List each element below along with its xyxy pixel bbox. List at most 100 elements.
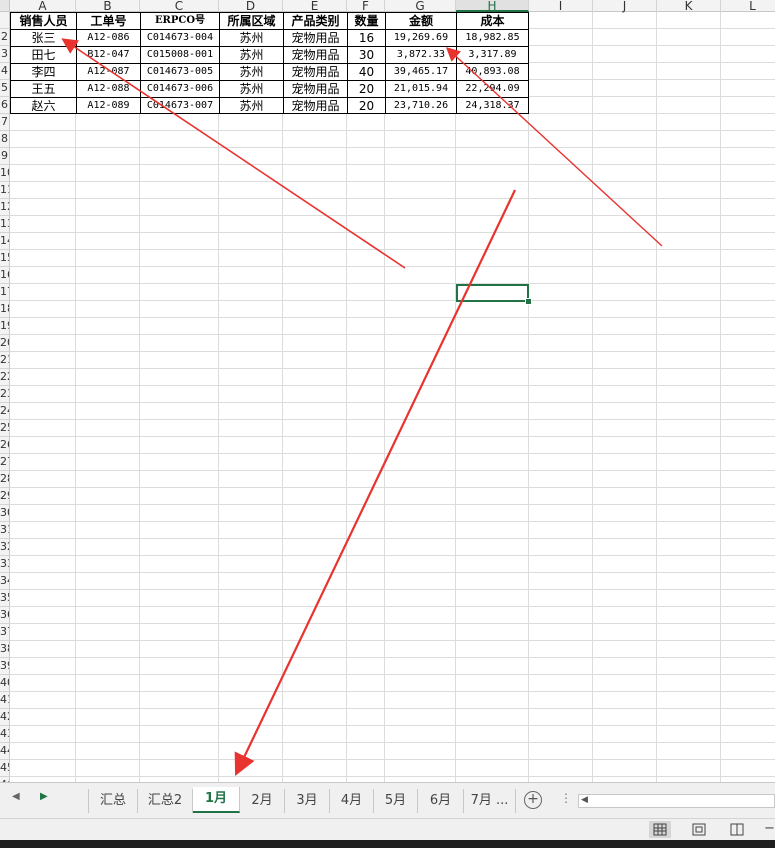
row-header[interactable]: 21: [0, 352, 10, 369]
table-cell[interactable]: 23,710.26: [385, 97, 456, 114]
select-all-corner[interactable]: [0, 0, 10, 12]
row-header[interactable]: 6: [0, 97, 10, 114]
column-header[interactable]: I: [529, 0, 593, 12]
row-header[interactable]: 27: [0, 454, 10, 471]
table-cell[interactable]: 张三: [10, 29, 76, 46]
table-header-cell[interactable]: 销售人员: [10, 12, 76, 29]
row-header[interactable]: 33: [0, 556, 10, 573]
row-header[interactable]: 14: [0, 233, 10, 250]
table-header-cell[interactable]: 所属区域: [219, 12, 283, 29]
table-cell[interactable]: B12-047: [76, 46, 140, 63]
table-header-cell[interactable]: ERPCO号: [140, 12, 219, 29]
sheet-tab[interactable]: 3月: [285, 789, 330, 813]
table-cell[interactable]: 20: [347, 80, 385, 97]
row-header[interactable]: 38: [0, 641, 10, 658]
table-cell[interactable]: 苏州: [219, 46, 283, 63]
table-cell[interactable]: C014673-007: [140, 97, 219, 114]
row-header[interactable]: 5: [0, 80, 10, 97]
row-header[interactable]: 10: [0, 165, 10, 182]
table-cell[interactable]: 苏州: [219, 63, 283, 80]
column-header[interactable]: F: [347, 0, 385, 12]
sheet-tab[interactable]: 6月: [418, 789, 464, 813]
table-cell[interactable]: 赵六: [10, 97, 76, 114]
column-header[interactable]: C: [140, 0, 219, 12]
row-header[interactable]: 34: [0, 573, 10, 590]
row-header[interactable]: 45: [0, 760, 10, 777]
table-cell[interactable]: 宠物用品: [283, 63, 347, 80]
row-header[interactable]: 28: [0, 471, 10, 488]
row-header[interactable]: 20: [0, 335, 10, 352]
table-header-cell[interactable]: 成本: [456, 12, 529, 29]
row-header[interactable]: 16: [0, 267, 10, 284]
table-cell[interactable]: C015008-001: [140, 46, 219, 63]
horizontal-scrollbar[interactable]: ◀: [578, 794, 775, 808]
table-header-cell[interactable]: 工单号: [76, 12, 140, 29]
table-cell[interactable]: 苏州: [219, 80, 283, 97]
page-layout-view-icon[interactable]: [688, 821, 710, 838]
fill-handle[interactable]: [525, 298, 532, 305]
row-header[interactable]: 12: [0, 199, 10, 216]
table-cell[interactable]: A12-088: [76, 80, 140, 97]
row-header[interactable]: 24: [0, 403, 10, 420]
column-header[interactable]: B: [76, 0, 140, 12]
table-cell[interactable]: C014673-006: [140, 80, 219, 97]
page-break-view-icon[interactable]: [726, 821, 748, 838]
row-header[interactable]: 11: [0, 182, 10, 199]
column-header[interactable]: J: [593, 0, 657, 12]
table-cell[interactable]: 苏州: [219, 97, 283, 114]
column-header[interactable]: H: [456, 0, 529, 12]
row-header[interactable]: 4: [0, 63, 10, 80]
selected-cell-h17[interactable]: [456, 284, 529, 302]
row-header[interactable]: 42: [0, 709, 10, 726]
table-cell[interactable]: 16: [347, 29, 385, 46]
row-header[interactable]: 30: [0, 505, 10, 522]
sheet-tab[interactable]: 汇总2: [138, 789, 193, 813]
table-cell[interactable]: 21,015.94: [385, 80, 456, 97]
zoom-out-icon[interactable]: −: [764, 821, 775, 836]
spreadsheet-grid[interactable]: ABCDEFGHIJKL2345678910111213141516171819…: [0, 0, 775, 782]
table-cell[interactable]: 3,872.33: [385, 46, 456, 63]
table-cell[interactable]: C014673-004: [140, 29, 219, 46]
row-header[interactable]: 39: [0, 658, 10, 675]
row-header[interactable]: 43: [0, 726, 10, 743]
column-header[interactable]: K: [657, 0, 721, 12]
table-header-cell[interactable]: 金额: [385, 12, 456, 29]
table-cell[interactable]: A12-089: [76, 97, 140, 114]
sheet-tab[interactable]: 汇总: [88, 789, 138, 813]
table-cell[interactable]: 李四: [10, 63, 76, 80]
row-header[interactable]: 15: [0, 250, 10, 267]
row-header[interactable]: 17: [0, 284, 10, 301]
column-header[interactable]: D: [219, 0, 283, 12]
table-cell[interactable]: 40,893.08: [456, 63, 529, 80]
row-header[interactable]: 22: [0, 369, 10, 386]
column-header[interactable]: E: [283, 0, 347, 12]
row-header[interactable]: 9: [0, 148, 10, 165]
column-header[interactable]: L: [721, 0, 775, 12]
normal-view-icon[interactable]: [649, 821, 671, 838]
row-header[interactable]: 3: [0, 46, 10, 63]
row-header[interactable]: 26: [0, 437, 10, 454]
table-cell[interactable]: 王五: [10, 80, 76, 97]
row-header[interactable]: 46: [0, 777, 10, 782]
row-header[interactable]: 36: [0, 607, 10, 624]
table-cell[interactable]: C014673-005: [140, 63, 219, 80]
row-header[interactable]: 7: [0, 114, 10, 131]
table-cell[interactable]: A12-087: [76, 63, 140, 80]
row-header[interactable]: 40: [0, 675, 10, 692]
sheet-tab[interactable]: 7月 ...: [464, 789, 516, 813]
scroll-tabs-left-icon[interactable]: ◀: [12, 791, 20, 802]
tab-splitter-icon[interactable]: ⋮: [560, 791, 572, 805]
sheet-tab[interactable]: 1月: [193, 787, 240, 813]
row-header[interactable]: 13: [0, 216, 10, 233]
table-cell[interactable]: 30: [347, 46, 385, 63]
row-header[interactable]: 44: [0, 743, 10, 760]
sheet-tab[interactable]: 2月: [240, 789, 285, 813]
table-cell[interactable]: A12-086: [76, 29, 140, 46]
column-header[interactable]: G: [385, 0, 456, 12]
table-cell[interactable]: 20: [347, 97, 385, 114]
table-cell[interactable]: 39,465.17: [385, 63, 456, 80]
scroll-tabs-right-icon[interactable]: ▶: [40, 791, 48, 802]
row-header[interactable]: 19: [0, 318, 10, 335]
row-header[interactable]: 32: [0, 539, 10, 556]
scroll-left-arrow-icon[interactable]: ◀: [581, 795, 588, 805]
